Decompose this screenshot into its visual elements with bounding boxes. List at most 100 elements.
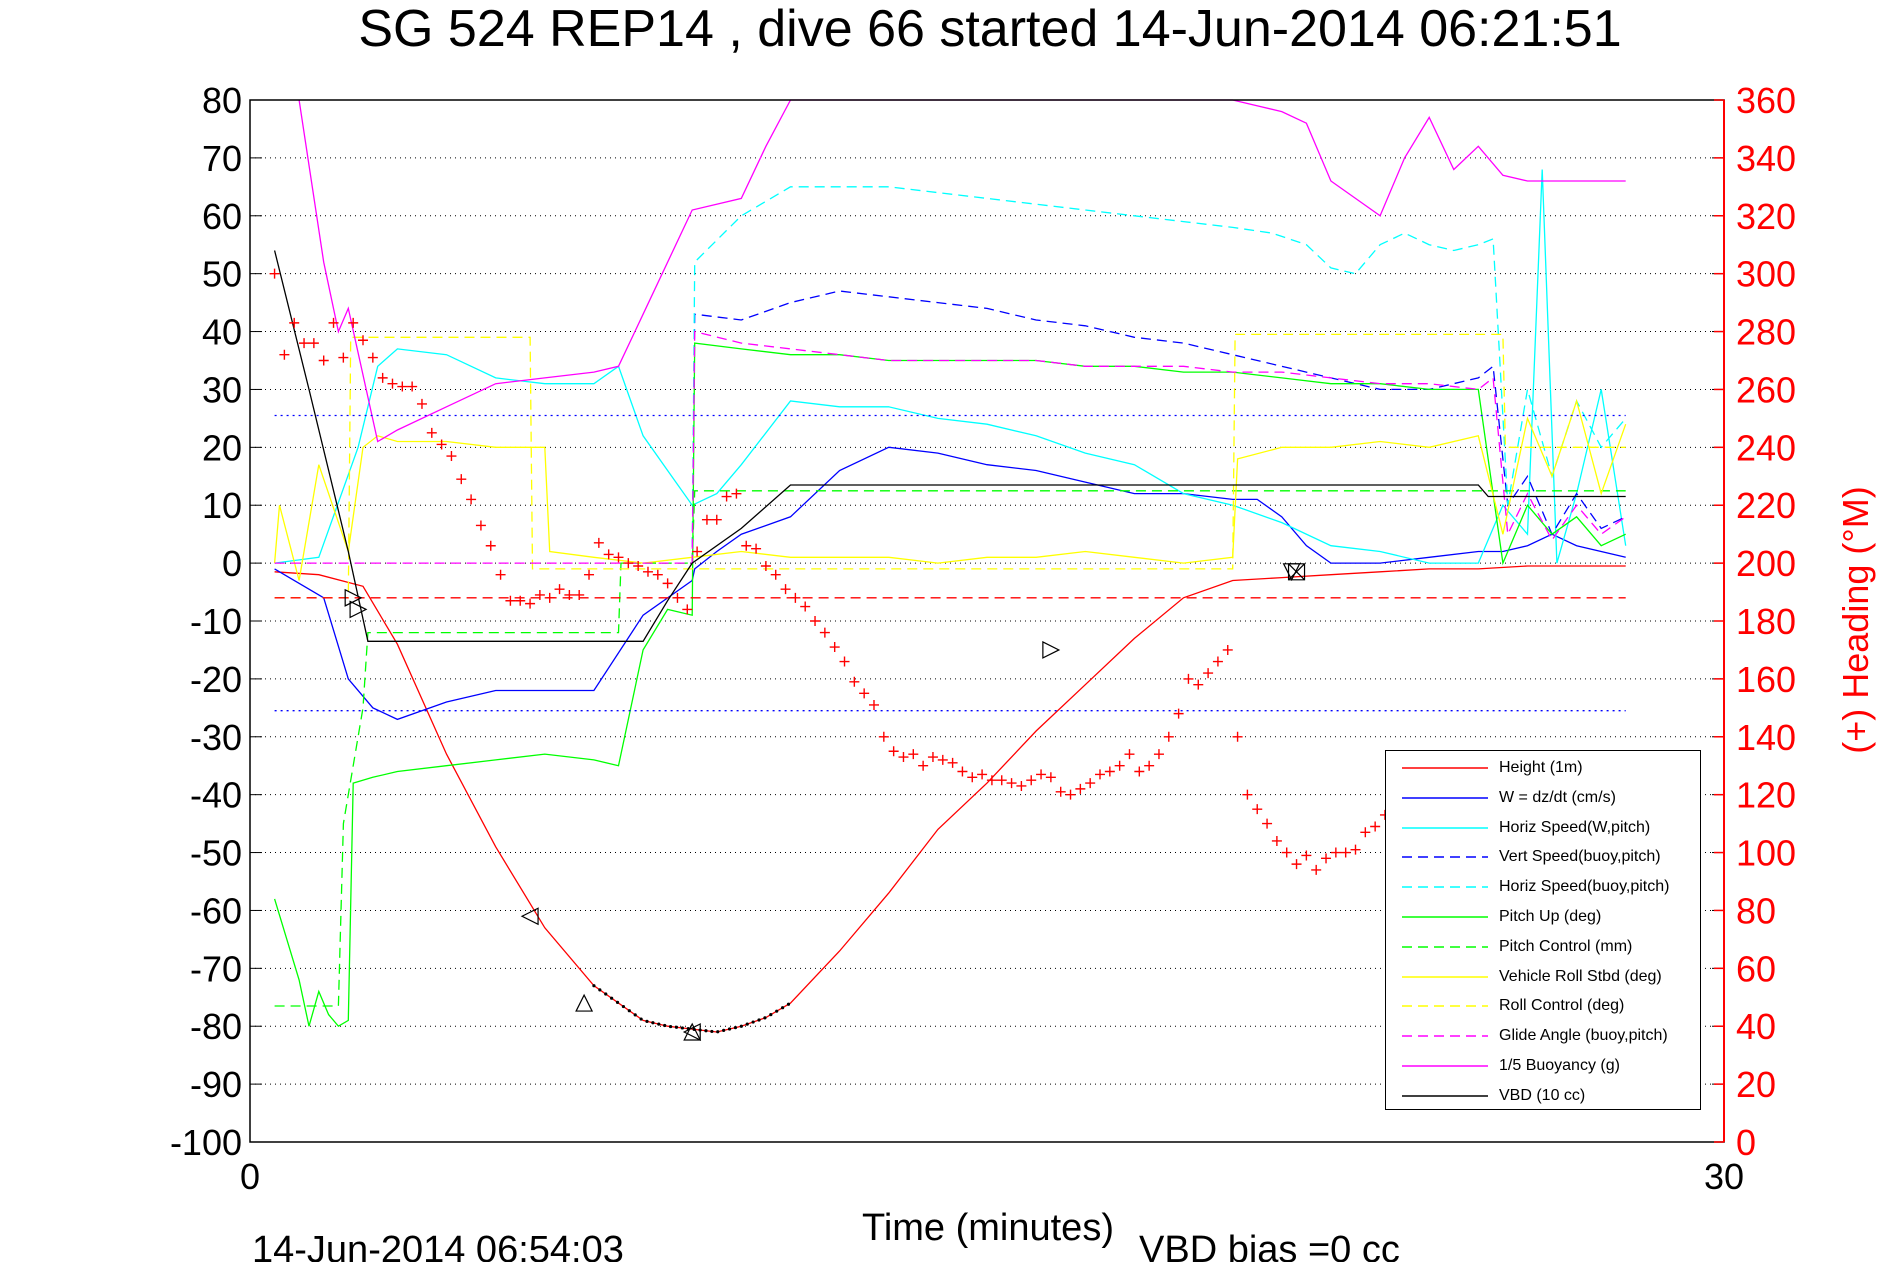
heading-marker [1242, 789, 1253, 800]
heading-marker [407, 381, 418, 392]
heading-marker [1016, 780, 1027, 791]
legend-label: Horiz Speed(buoy,pitch) [1499, 878, 1670, 896]
apogee-dot [722, 1028, 726, 1032]
x-tick-label: 30 [1704, 1156, 1744, 1197]
y-right-tick-label: 300 [1736, 254, 1796, 295]
footer-date: 14-Jun-2014 06:54:03 [252, 1229, 624, 1262]
apogee-dot [716, 1030, 720, 1034]
legend-swatch [1402, 1065, 1488, 1067]
heading-marker [1271, 835, 1282, 846]
legend-label: Pitch Control (mm) [1499, 937, 1633, 955]
heading-marker [1340, 847, 1351, 858]
y-right-tick-label: 0 [1736, 1122, 1756, 1163]
heading-marker [554, 584, 565, 595]
heading-marker [977, 769, 988, 780]
heading-marker [574, 589, 585, 600]
heading-marker [584, 569, 595, 580]
apogee-dot [657, 1022, 661, 1026]
heading-marker [1144, 760, 1155, 771]
heading-marker [937, 754, 948, 765]
apogee-dot [615, 1000, 620, 1004]
apogee-dot [627, 1009, 631, 1013]
heading-marker [377, 372, 388, 383]
heading-marker [544, 592, 555, 603]
heading-marker [1311, 864, 1322, 875]
heading-marker [810, 616, 821, 626]
apogee-dot [621, 1004, 626, 1009]
legend-item: Horiz Speed(buoy,pitch) [1386, 872, 1702, 902]
y-right-tick-label: 220 [1736, 485, 1796, 526]
event-marker [682, 1023, 701, 1041]
heading-marker [1045, 772, 1056, 783]
y-tick-label: 80 [202, 80, 242, 121]
y-right-tick-label: 260 [1736, 369, 1796, 410]
apogee-dot [704, 1029, 708, 1033]
legend-label: Vehicle Roll Stbd (deg) [1499, 967, 1662, 985]
heading-marker [1360, 827, 1371, 838]
series-line [274, 565, 1626, 1033]
x-axis-label: Time (minutes) [862, 1207, 1114, 1249]
legend-item: Pitch Control (mm) [1386, 932, 1702, 962]
legend-item: 1/5 Buoyancy (g) [1386, 1051, 1702, 1081]
heading-marker [751, 543, 762, 554]
heading-marker [387, 378, 398, 389]
heading-marker [780, 584, 791, 595]
legend-swatch [1402, 975, 1488, 978]
apogee-dot [680, 1026, 684, 1030]
heading-marker [1026, 775, 1037, 786]
heading-marker [1095, 769, 1106, 780]
heading-marker [1036, 769, 1047, 780]
series-line [273, 250, 1626, 642]
y-right-tick-label: 180 [1736, 601, 1796, 642]
legend-item: Glide Angle (buoy,pitch) [1386, 1021, 1702, 1051]
heading-marker [328, 317, 339, 328]
legend-label: Height (1m) [1499, 759, 1583, 776]
legend-swatch [1402, 1005, 1488, 1008]
heading-marker [1330, 847, 1341, 858]
event-marker [344, 588, 363, 607]
apogee-dot [757, 1018, 761, 1022]
series-layer [273, 99, 1627, 1034]
y-right-tick-label: 360 [1736, 80, 1796, 121]
heading-marker [1370, 821, 1381, 832]
apogee-dot [727, 1027, 732, 1031]
heading-marker [446, 451, 457, 462]
y-tick-label: 70 [202, 138, 242, 179]
apogee-dot [781, 1006, 785, 1010]
legend-label: Vert Speed(buoy,pitch) [1499, 848, 1661, 866]
series-line [298, 99, 1626, 443]
heading-marker [633, 561, 644, 572]
right-axis: 3603403203002802602402202001801601401201… [1714, 80, 1796, 1163]
heading-marker [927, 752, 938, 763]
heading-marker [721, 491, 732, 502]
heading-marker [495, 569, 506, 580]
y-tick-label: -50 [190, 833, 242, 874]
heading-marker [426, 427, 437, 438]
apogee-dot [710, 1029, 714, 1034]
heading-marker [642, 566, 653, 577]
event-marker [575, 993, 594, 1012]
apogee-dot [610, 996, 614, 1000]
heading-marker [564, 589, 575, 600]
heading-marker [534, 589, 545, 600]
y-tick-label: 10 [202, 485, 242, 526]
heading-marker [525, 598, 536, 609]
apogee-dot [639, 1017, 643, 1021]
heading-marker [868, 699, 879, 710]
y-right-tick-label: 80 [1736, 890, 1776, 931]
x-axis: 0 30 [240, 1156, 1744, 1197]
series-line [691, 186, 1627, 564]
heading-marker [299, 338, 310, 349]
y-tick-label: 30 [202, 369, 242, 410]
heading-marker [358, 335, 369, 346]
heading-marker [1203, 668, 1214, 679]
y-tick-label: -30 [190, 717, 242, 758]
apogee-dot [651, 1021, 655, 1025]
y-tick-label: -40 [190, 775, 242, 816]
y-right-tick-label: 140 [1736, 717, 1796, 758]
legend-label: VBD (10 cc) [1499, 1086, 1586, 1104]
heading-marker [338, 352, 349, 363]
heading-marker [1193, 679, 1204, 690]
heading-marker [1173, 708, 1184, 719]
event-marker [520, 907, 539, 926]
